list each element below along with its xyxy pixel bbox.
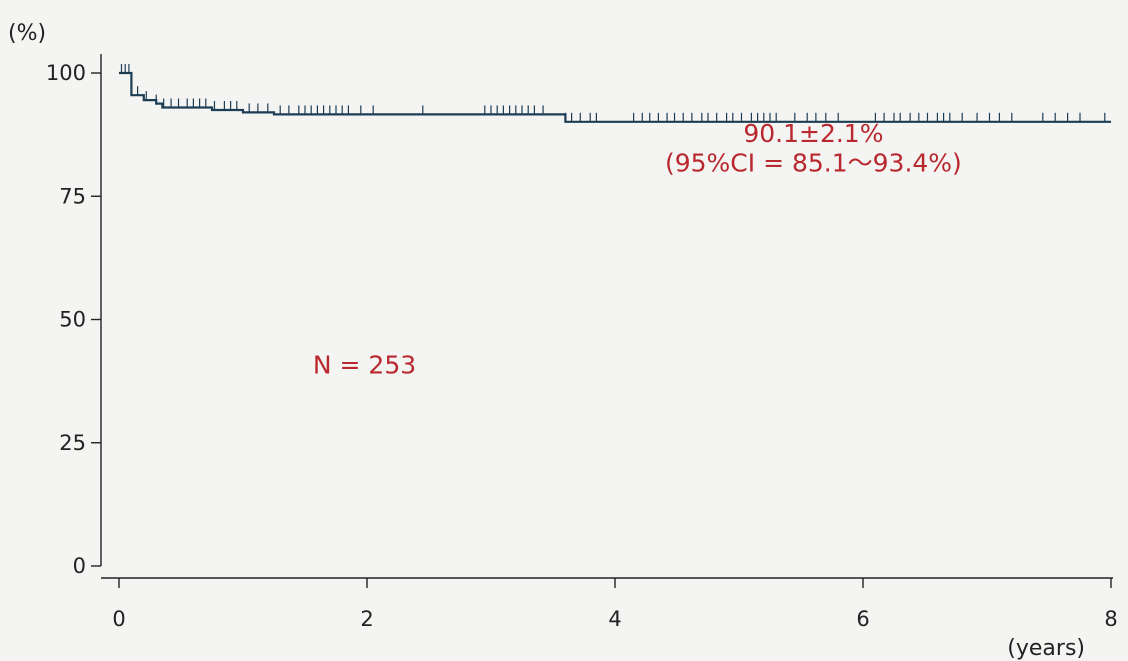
chart-axes <box>100 54 1113 579</box>
censor-marks <box>120 64 1106 122</box>
y-tick-label: 0 <box>73 554 86 578</box>
annotation-label: 90.1±2.1% <box>743 119 883 148</box>
x-tick-label: 8 <box>1104 607 1117 631</box>
y-tick-label: 75 <box>59 184 86 208</box>
y-axis-label: (%) <box>8 21 46 46</box>
x-tick-label: 6 <box>856 607 869 631</box>
y-tick-label: 50 <box>59 308 86 332</box>
x-axis-label: (years) <box>1007 636 1085 661</box>
x-tick-label: 0 <box>112 607 125 631</box>
y-tick-label: 25 <box>59 431 86 455</box>
chart-ticks: 0 25 50 75 100 0 2 4 6 8 <box>46 61 1118 631</box>
annotation-label: (95%CI = 85.1～93.4%) <box>665 149 962 178</box>
x-tick-label: 4 <box>608 607 621 631</box>
annotation-label: N = 253 <box>313 351 416 380</box>
y-tick-label: 100 <box>46 61 86 85</box>
x-tick-label: 2 <box>360 607 373 631</box>
chart-labels: (%) (years) 90.1±2.1%(95%CI = 85.1～93.4%) N… <box>8 21 1085 661</box>
